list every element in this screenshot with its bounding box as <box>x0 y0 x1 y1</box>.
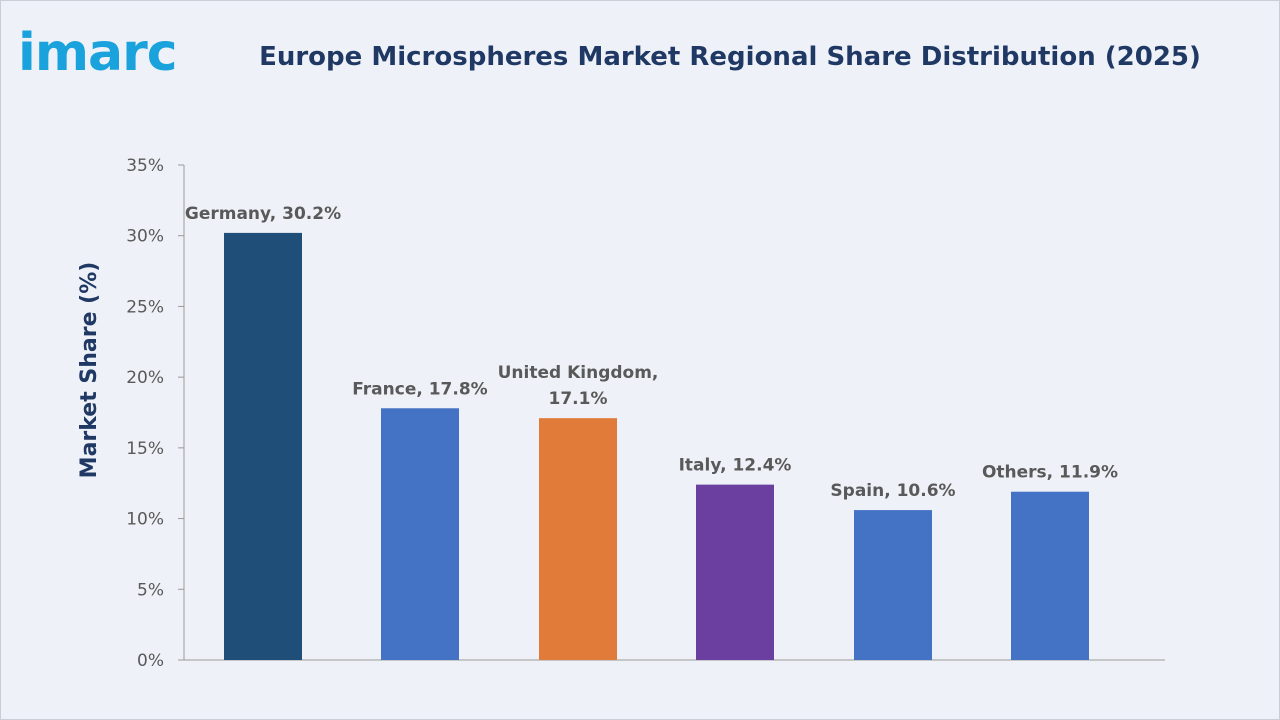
y-tick-label: 10% <box>126 510 164 530</box>
imarc-logo: imarc <box>18 22 202 84</box>
bar-spain <box>854 510 932 660</box>
data-label: Others, 11.9% <box>982 463 1118 483</box>
chart-title: Europe Microspheres Market Regional Shar… <box>259 42 1201 72</box>
y-axis-title: Market Share (%) <box>77 262 102 479</box>
data-label: Italy, 12.4% <box>679 456 792 476</box>
data-label: 17.1% <box>549 389 608 409</box>
y-tick-label: 5% <box>137 580 164 600</box>
data-label: France, 17.8% <box>352 379 487 399</box>
y-tick-label: 20% <box>126 368 164 388</box>
y-tick-label: 0% <box>137 651 164 671</box>
bar-united-kingdom <box>539 418 617 660</box>
bar-others <box>1011 491 1089 660</box>
bar-italy <box>696 484 774 660</box>
y-tick-label: 15% <box>126 439 164 459</box>
y-tick-label: 25% <box>126 297 164 317</box>
data-label: United Kingdom, <box>498 363 659 383</box>
bar-germany <box>224 232 302 660</box>
data-label: Germany, 30.2% <box>185 204 341 224</box>
logo-text: imarc <box>18 23 178 83</box>
y-tick-label: 35% <box>126 156 164 176</box>
y-tick-label: 30% <box>126 227 164 247</box>
data-label: Spain, 10.6% <box>830 481 955 501</box>
bar-france <box>381 408 459 660</box>
